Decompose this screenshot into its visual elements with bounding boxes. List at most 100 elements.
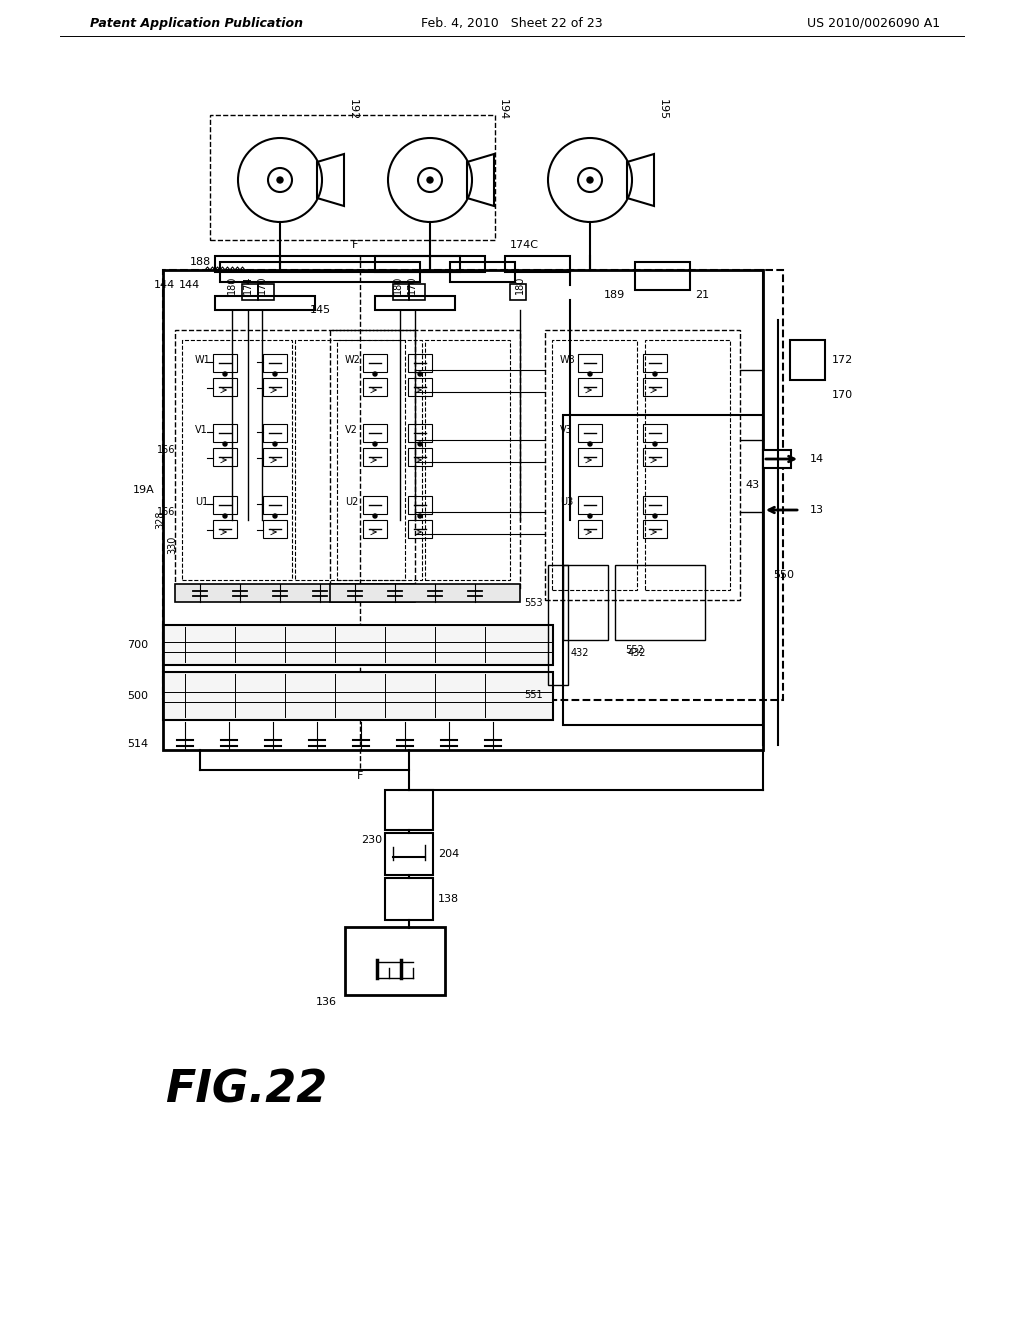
Text: 170: 170 xyxy=(257,276,267,294)
Bar xyxy=(578,378,602,396)
Bar xyxy=(578,496,602,513)
Text: Feb. 4, 2010   Sheet 22 of 23: Feb. 4, 2010 Sheet 22 of 23 xyxy=(421,16,603,29)
Bar xyxy=(163,672,553,719)
Bar xyxy=(215,296,315,310)
Text: 194: 194 xyxy=(498,99,508,120)
Circle shape xyxy=(273,372,278,376)
Text: FIG.22: FIG.22 xyxy=(165,1068,328,1111)
Bar xyxy=(213,424,237,442)
Bar xyxy=(563,414,763,725)
Bar xyxy=(643,520,667,539)
Bar xyxy=(375,296,455,310)
Text: 172: 172 xyxy=(831,355,853,366)
Text: 551: 551 xyxy=(524,690,543,700)
Bar xyxy=(362,496,387,513)
Text: 700: 700 xyxy=(127,640,148,649)
Bar xyxy=(643,424,667,442)
Bar xyxy=(182,341,292,579)
Bar xyxy=(175,330,415,590)
Bar xyxy=(330,330,520,590)
Text: U3: U3 xyxy=(560,498,573,507)
Text: 550: 550 xyxy=(773,570,794,579)
Circle shape xyxy=(273,442,278,446)
Bar xyxy=(425,341,510,579)
Text: 204: 204 xyxy=(438,849,459,859)
Circle shape xyxy=(418,442,422,446)
Bar xyxy=(213,520,237,539)
Bar xyxy=(210,115,495,240)
Bar xyxy=(393,284,409,300)
Text: 156: 156 xyxy=(157,445,175,455)
Bar xyxy=(643,378,667,396)
Circle shape xyxy=(418,513,422,517)
Bar xyxy=(643,447,667,466)
Circle shape xyxy=(653,513,657,517)
Bar xyxy=(578,424,602,442)
Bar xyxy=(505,256,570,272)
Circle shape xyxy=(278,177,283,183)
Bar xyxy=(163,271,763,750)
Bar xyxy=(409,284,425,300)
Circle shape xyxy=(223,513,227,517)
Text: 432: 432 xyxy=(628,648,646,657)
Bar xyxy=(242,284,258,300)
Bar xyxy=(345,927,445,995)
Text: 14: 14 xyxy=(810,454,824,465)
Text: US 2010/0026090 A1: US 2010/0026090 A1 xyxy=(807,16,940,29)
Bar xyxy=(258,284,274,300)
Text: 145: 145 xyxy=(309,305,331,315)
Circle shape xyxy=(653,442,657,446)
Bar xyxy=(552,341,637,590)
Circle shape xyxy=(418,372,422,376)
Text: 552: 552 xyxy=(626,645,644,655)
Text: 330: 330 xyxy=(167,536,177,554)
Text: 19A: 19A xyxy=(133,484,155,495)
Circle shape xyxy=(427,177,433,183)
Text: 174: 174 xyxy=(243,276,253,294)
Bar xyxy=(213,447,237,466)
Bar xyxy=(645,341,730,590)
Circle shape xyxy=(273,513,278,517)
Text: W2: W2 xyxy=(345,355,360,366)
Bar xyxy=(362,354,387,372)
Bar xyxy=(263,378,287,396)
Circle shape xyxy=(223,442,227,446)
Bar xyxy=(385,789,433,830)
Text: 500: 500 xyxy=(127,690,148,701)
Bar xyxy=(450,261,515,282)
Bar xyxy=(408,424,432,442)
Text: V2: V2 xyxy=(345,425,357,436)
Bar xyxy=(408,447,432,466)
Bar xyxy=(790,341,825,380)
Text: 189: 189 xyxy=(604,290,625,300)
Bar xyxy=(263,424,287,442)
Circle shape xyxy=(588,372,592,376)
Bar xyxy=(263,447,287,466)
Bar xyxy=(763,450,791,469)
Text: 230: 230 xyxy=(360,836,382,845)
Text: V1: V1 xyxy=(195,425,208,436)
Bar xyxy=(408,520,432,539)
Bar xyxy=(510,284,526,300)
Bar xyxy=(408,378,432,396)
Bar xyxy=(643,496,667,513)
Bar xyxy=(385,878,433,920)
Bar xyxy=(375,256,485,272)
Text: 195: 195 xyxy=(658,99,668,120)
Text: W3: W3 xyxy=(560,355,575,366)
Bar xyxy=(362,424,387,442)
Bar xyxy=(578,520,602,539)
Circle shape xyxy=(373,372,377,376)
Bar xyxy=(163,271,783,700)
Text: 144: 144 xyxy=(154,280,175,290)
Bar xyxy=(548,565,568,685)
Text: U2: U2 xyxy=(345,498,358,507)
Circle shape xyxy=(373,442,377,446)
Bar xyxy=(362,520,387,539)
Bar xyxy=(408,496,432,513)
Text: 174C: 174C xyxy=(510,240,539,249)
Bar xyxy=(578,447,602,466)
Bar xyxy=(263,520,287,539)
Circle shape xyxy=(588,513,592,517)
Text: F: F xyxy=(356,771,364,781)
